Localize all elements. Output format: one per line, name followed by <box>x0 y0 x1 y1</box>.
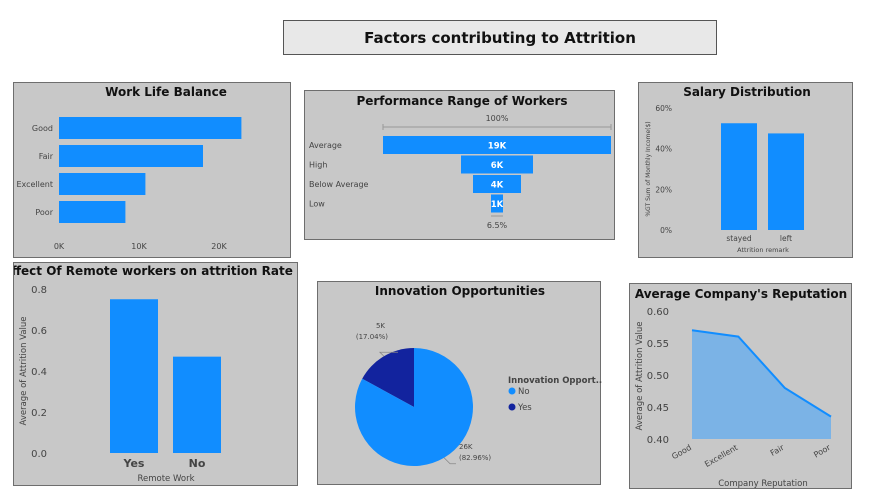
bar-stayed <box>721 123 757 230</box>
innovation-opportunities-panel[interactable]: Innovation Opportunities 5K (17.04%) 26K (8… <box>317 281 602 485</box>
pie-slice-no <box>355 348 473 466</box>
y-tick-label: 0.55 <box>647 339 669 350</box>
legend-label: No <box>518 387 530 397</box>
bar-left <box>768 133 804 230</box>
salary-distribution-panel[interactable]: Salary Distribution 0% 20% 40% 60% stayed lef… <box>638 82 853 258</box>
chart-title: Average Company's Reputation <box>635 287 847 301</box>
funnel-bar-below-average <box>473 175 521 193</box>
category-label: Below Average <box>309 180 369 189</box>
bar-good <box>59 117 242 139</box>
legend-title: Innovation Opport... <box>508 376 602 386</box>
funnel-bar-average <box>383 136 611 154</box>
leader-line <box>378 351 398 357</box>
remote-workers-panel[interactable]: Effect Of Remote workers on attrition Ra… <box>13 262 298 486</box>
category-label: High <box>309 161 327 170</box>
category-label: No <box>189 457 206 470</box>
bar-no <box>173 356 221 453</box>
y-tick-label: 20% <box>655 185 672 194</box>
category-label: Poor <box>812 443 832 460</box>
funnel-bar-high <box>461 155 533 174</box>
pie-slice-yes <box>362 348 414 407</box>
category-label: Good <box>32 124 53 133</box>
data-label: 4K <box>491 181 504 191</box>
chart-title: Innovation Opportunities <box>375 284 545 298</box>
x-tick-label: 10K <box>131 242 147 251</box>
y-tick-label: 0.0 <box>31 449 47 460</box>
data-label: 1K <box>491 200 504 210</box>
slice-count-label: 26K <box>459 443 473 451</box>
category-label: Average <box>309 141 342 150</box>
bar-excellent <box>59 173 146 195</box>
category-label: Poor <box>35 208 53 217</box>
data-label: 19K <box>488 142 507 152</box>
x-axis-title: Attrition remark <box>737 246 789 254</box>
y-tick-label: 0.50 <box>647 371 669 382</box>
bar-yes <box>110 299 158 453</box>
y-axis-title: Average of Attrition Value <box>635 321 645 430</box>
funnel-bar-low <box>491 194 503 213</box>
y-tick-label: 60% <box>655 104 672 113</box>
chart-title: Effect Of Remote workers on attrition Ra… <box>14 264 293 278</box>
legend-marker-yes <box>508 403 516 411</box>
category-label: stayed <box>726 234 751 243</box>
category-label: Low <box>309 200 325 209</box>
y-tick-label: 0.8 <box>31 285 47 296</box>
performance-range-panel[interactable]: Performance Range of Workers 100% 19K Aver… <box>304 90 615 240</box>
performance-range-chart: Performance Range of Workers 100% 19K Aver… <box>309 94 612 230</box>
x-tick-label: 20K <box>211 242 227 251</box>
bar-fair <box>59 145 203 167</box>
remote-workers-chart: Effect Of Remote workers on attrition Ra… <box>14 264 293 484</box>
y-axis-title: Average of Attrition Value <box>19 316 29 425</box>
data-label: 6K <box>491 161 504 171</box>
chart-title: Work Life Balance <box>105 85 227 99</box>
category-label: Excellent <box>16 180 53 189</box>
y-tick-label: 0.6 <box>31 326 47 337</box>
y-tick-label: 0.40 <box>647 435 669 446</box>
area-fill <box>692 330 831 439</box>
company-reputation-panel[interactable]: Average Company's Reputation 0.40 0.45 0.5… <box>629 283 852 489</box>
category-label: left <box>780 234 792 243</box>
slice-percent-label: (82.96%) <box>459 454 491 462</box>
x-axis-title: Remote Work <box>137 474 194 484</box>
y-tick-label: 0.4 <box>31 367 47 378</box>
y-tick-label: 0% <box>660 226 672 235</box>
chart-title: Salary Distribution <box>683 85 811 99</box>
category-label: Good <box>670 443 693 461</box>
x-tick-label: 0K <box>54 242 65 251</box>
innovation-opportunities-chart: Innovation Opportunities 5K (17.04%) 26K (8… <box>355 284 602 466</box>
legend-marker-no <box>508 387 516 395</box>
y-axis-title: %GT Sum of Monthly Income($) <box>645 121 652 216</box>
salary-distribution-chart: Salary Distribution 0% 20% 40% 60% stayed lef… <box>645 85 811 254</box>
slice-count-label: 5K <box>376 322 385 330</box>
legend-label: Yes <box>517 403 532 413</box>
slice-percent-label: (17.04%) <box>356 333 388 341</box>
bar-poor <box>59 201 126 223</box>
chart-title: Performance Range of Workers <box>356 94 567 108</box>
y-tick-label: 40% <box>655 145 672 154</box>
leader-line <box>443 457 456 465</box>
top-percent-label: 100% <box>486 114 509 123</box>
y-tick-label: 0.60 <box>647 307 669 318</box>
x-axis-title: Company Reputation <box>718 479 808 489</box>
y-tick-label: 0.2 <box>31 408 47 419</box>
page-title: Factors contributing to Attrition <box>283 20 717 55</box>
category-label: Fair <box>39 152 54 161</box>
y-tick-label: 0.45 <box>647 403 669 414</box>
bottom-percent-label: 6.5% <box>487 221 508 230</box>
work-life-balance-panel[interactable]: Work Life Balance Good Fair Excellent Poor 0… <box>13 82 291 258</box>
work-life-balance-chart: Work Life Balance Good Fair Excellent Poor 0… <box>16 85 242 251</box>
category-label: Excellent <box>703 443 739 469</box>
category-label: Fair <box>769 443 786 458</box>
category-label: Yes <box>123 457 145 470</box>
company-reputation-chart: Average Company's Reputation 0.40 0.45 0.5… <box>635 287 847 489</box>
series-line <box>691 329 832 418</box>
